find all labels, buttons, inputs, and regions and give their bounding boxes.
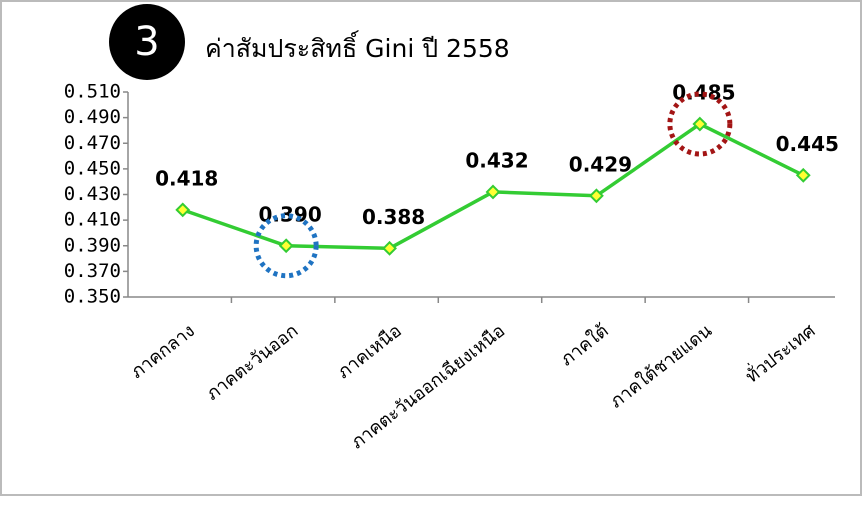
y-tick-label: 0.470 xyxy=(64,132,121,154)
marker xyxy=(795,167,811,183)
data-label: 0.429 xyxy=(569,152,632,176)
data-label: 0.445 xyxy=(776,132,839,156)
y-tick-label: 0.370 xyxy=(64,260,121,282)
marker xyxy=(278,238,294,254)
marker xyxy=(692,116,708,132)
y-tick-label: 0.510 xyxy=(64,81,121,103)
marker xyxy=(175,202,191,218)
highlight-circle xyxy=(667,91,733,157)
y-tick-label: 0.390 xyxy=(64,234,121,256)
badge-number: 3 xyxy=(134,19,159,65)
y-tick-label: 0.350 xyxy=(64,286,121,308)
marker xyxy=(382,240,397,256)
y-tick-label: 0.410 xyxy=(64,209,121,231)
data-label: 0.388 xyxy=(362,205,425,229)
y-tick-label: 0.430 xyxy=(64,183,121,205)
data-label: 0.432 xyxy=(465,148,528,172)
data-label: 0.418 xyxy=(155,166,218,190)
y-tick-label: 0.450 xyxy=(64,157,121,179)
chart-title: ค่าสัมประสิทธิ์ Gini ปี 2558 xyxy=(205,30,510,63)
highlight-circle xyxy=(253,213,319,279)
y-tick-label: 0.490 xyxy=(64,106,121,128)
badge-circle xyxy=(109,4,185,80)
marker xyxy=(485,184,501,200)
marker xyxy=(589,188,604,204)
